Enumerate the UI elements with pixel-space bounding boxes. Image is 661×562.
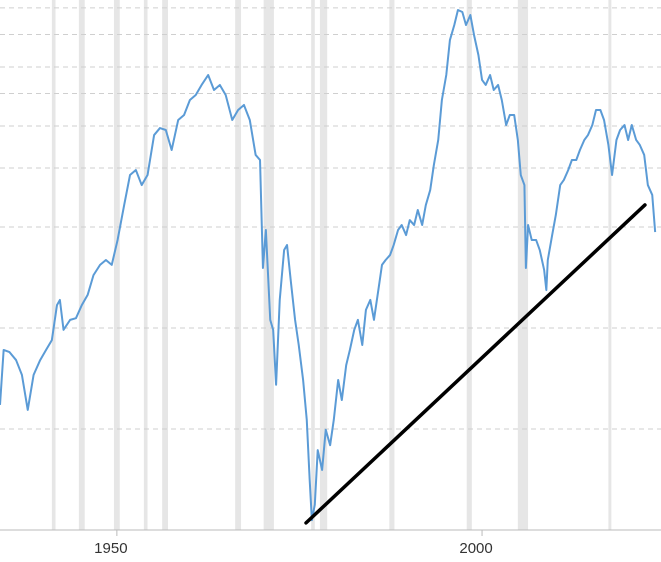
recession-band (466, 0, 472, 530)
recession-band (143, 0, 148, 530)
recession-band (517, 0, 529, 530)
recession-band (78, 0, 85, 530)
recession-band (162, 0, 168, 530)
recession-band (319, 0, 328, 530)
recession-band (389, 0, 395, 530)
recession-band (235, 0, 242, 530)
recession-band (608, 0, 612, 530)
recession-band (263, 0, 274, 530)
recession-band (113, 0, 120, 530)
recession-band (51, 0, 56, 530)
trend-line (304, 203, 647, 525)
x-tick-label: 2000 (459, 540, 492, 557)
recession-band (311, 0, 315, 530)
x-tick-label: 1950 (94, 540, 127, 557)
data-line (0, 9, 657, 522)
